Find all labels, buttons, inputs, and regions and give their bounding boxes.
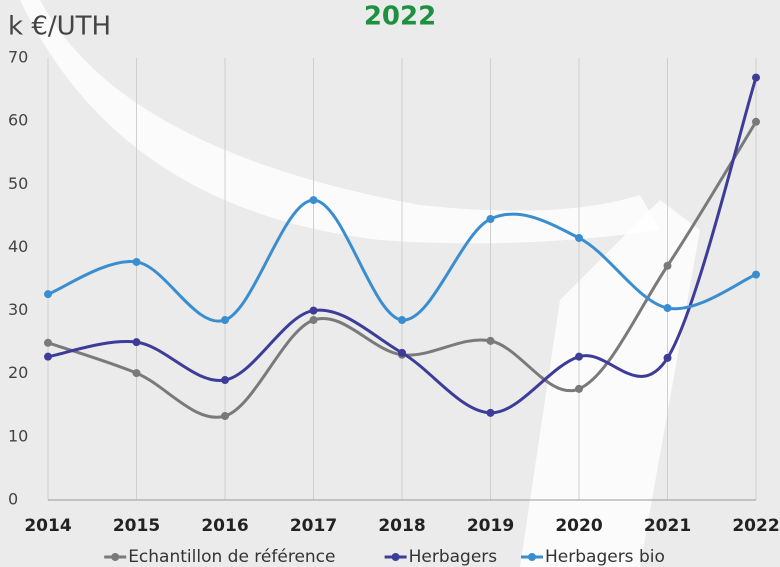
y-tick-label: 70 (8, 48, 28, 67)
legend-label: Herbagers (409, 547, 498, 567)
y-tick-label: 50 (8, 174, 28, 193)
x-tick-label: 2015 (113, 516, 160, 536)
data-point (309, 306, 318, 315)
data-point (44, 338, 52, 347)
legend-label: Herbagers bio (545, 547, 665, 567)
decor-swoosh (520, 200, 700, 567)
data-point (132, 369, 141, 378)
x-tick-label: 2022 (732, 516, 779, 536)
legend-label: Echantillon de référence (128, 547, 335, 567)
data-point (398, 348, 406, 357)
x-tick-label: 2018 (378, 516, 425, 536)
x-tick-label: 2019 (467, 516, 514, 536)
x-tick-label: 2020 (555, 516, 602, 536)
data-point (575, 233, 583, 242)
legend-swatch-dot (391, 553, 400, 561)
x-tick-label: 2017 (290, 516, 337, 536)
x-tick-label: 2014 (24, 516, 71, 536)
y-axis-label: k €/UTH (8, 12, 111, 42)
y-tick-label: 40 (8, 237, 28, 256)
data-point (752, 117, 760, 126)
data-point (486, 215, 495, 224)
y-tick-label: 30 (8, 300, 28, 319)
data-point (132, 338, 141, 347)
legend-swatch-dot (111, 553, 120, 561)
data-point (752, 270, 760, 279)
data-point (663, 261, 672, 270)
y-tick-label: 20 (8, 363, 28, 382)
data-point (575, 384, 583, 393)
data-point (663, 353, 672, 362)
x-tick-label: 2016 (201, 516, 248, 536)
data-point (132, 257, 141, 266)
data-point (486, 336, 495, 345)
data-point (663, 304, 672, 313)
x-tick-label: 2021 (644, 516, 691, 536)
data-point (221, 316, 229, 325)
legend-swatch-dot (528, 553, 536, 561)
data-point (221, 412, 229, 421)
data-point (575, 352, 583, 361)
data-point (486, 408, 495, 417)
data-point (309, 316, 318, 325)
y-tick-label: 60 (8, 111, 28, 130)
data-point (221, 376, 229, 385)
y-tick-label: 0 (8, 490, 18, 509)
chart-title: 2022 (364, 2, 436, 32)
data-point (398, 316, 406, 325)
data-point (752, 73, 760, 82)
data-point (44, 352, 52, 361)
series-line (47, 198, 757, 323)
data-point (309, 196, 318, 205)
series-line (47, 120, 758, 419)
decor-swoosh (20, 0, 660, 244)
data-point (44, 290, 52, 299)
y-tick-label: 10 (8, 426, 28, 445)
